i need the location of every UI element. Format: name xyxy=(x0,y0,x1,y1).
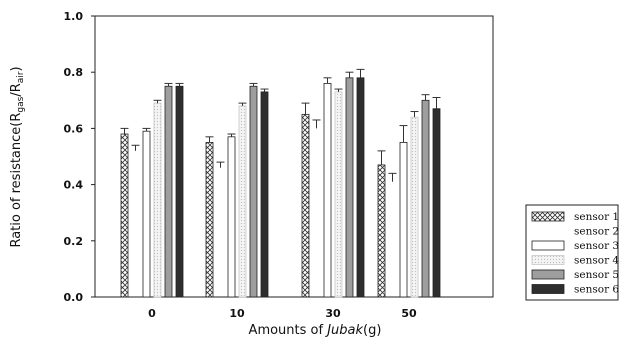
legend-label: sensor 4 xyxy=(574,255,619,267)
bar xyxy=(175,85,184,298)
bar xyxy=(334,91,343,298)
plot-frame xyxy=(94,15,494,298)
bar xyxy=(345,77,354,298)
y-tick-label: 0.8 xyxy=(64,66,84,79)
legend-swatch xyxy=(532,226,564,236)
legend-label: sensor 5 xyxy=(574,269,619,281)
x-tick-label: 0 xyxy=(148,307,156,320)
legend-swatch xyxy=(531,284,565,294)
bar xyxy=(301,113,310,298)
axes: 0.0 0.2 0.4 0.6 0.8 1.0 xyxy=(64,10,95,304)
legend-label: sensor 3 xyxy=(574,240,619,252)
bar xyxy=(238,105,247,298)
bar xyxy=(120,133,129,298)
bar xyxy=(227,136,236,298)
bar xyxy=(153,102,162,298)
legend-label: sensor 1 xyxy=(574,211,619,223)
legend-label: sensor 6 xyxy=(574,284,619,296)
x-tick-label: 10 xyxy=(229,307,245,320)
axis-labels: Ratio of resistance(Rgas/Rair) Amounts o… xyxy=(9,66,381,338)
bar xyxy=(377,164,386,298)
bar xyxy=(249,85,258,298)
y-tick-label: 0.6 xyxy=(64,122,84,135)
plot-area xyxy=(94,15,494,298)
legend-swatch xyxy=(531,211,565,222)
bar xyxy=(399,142,408,298)
legend: sensor 1 sensor 2 sensor 3 sensor 4 sensor 5… xyxy=(525,204,619,301)
bar xyxy=(356,77,365,298)
x-tick-label: 30 xyxy=(325,307,341,320)
bar xyxy=(323,83,332,298)
y-tick-label: 0.2 xyxy=(64,235,84,248)
legend-label: sensor 2 xyxy=(574,226,619,238)
x-tick-label: 50 xyxy=(401,307,417,320)
legend-swatch xyxy=(531,240,565,251)
bar xyxy=(260,91,269,298)
bar xyxy=(421,99,430,298)
bar xyxy=(164,85,173,298)
legend-swatch xyxy=(531,269,565,280)
y-tick-label: 1.0 xyxy=(64,10,84,23)
y-axis-title: Ratio of resistance(Rgas/Rair) xyxy=(9,66,26,247)
bar xyxy=(432,108,441,298)
bar xyxy=(205,142,214,298)
bars: 0 10 30 50 xyxy=(120,68,441,320)
legend-swatch xyxy=(531,255,565,265)
bar xyxy=(410,116,419,298)
y-tick-label: 0.0 xyxy=(64,291,84,304)
x-axis-title: Amounts of Jubak(g) xyxy=(249,323,382,338)
bar xyxy=(142,130,151,298)
y-tick-label: 0.4 xyxy=(64,179,84,192)
